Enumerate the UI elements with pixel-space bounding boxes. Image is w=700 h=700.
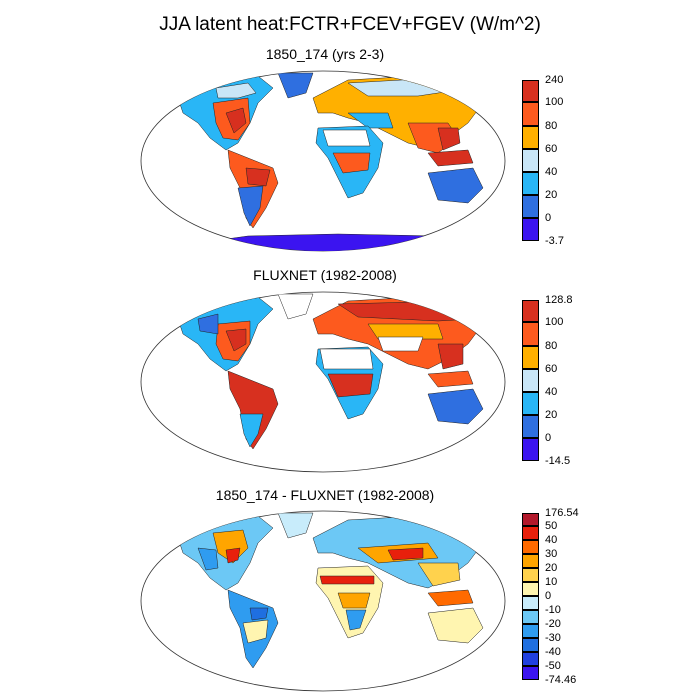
cb-box-0 xyxy=(522,80,539,102)
world-map xyxy=(140,510,506,692)
cb-box-0 xyxy=(522,513,539,526)
panel-title: FLUXNET (1982-2008) xyxy=(253,267,397,283)
cb-label: 60 xyxy=(545,363,558,375)
cb-label: -74.46 xyxy=(545,674,577,686)
cb-label: 40 xyxy=(545,386,558,398)
cb-box-5 xyxy=(522,195,539,218)
cb-box-1 xyxy=(522,322,539,346)
cb-label: 20 xyxy=(545,409,558,421)
cb-label: 0 xyxy=(545,590,552,602)
cb-box-3 xyxy=(522,149,539,172)
cb-label: 128.8 xyxy=(545,294,573,306)
cb-box-4 xyxy=(522,568,539,582)
cb-box-2 xyxy=(522,540,539,554)
cb-label: 40 xyxy=(545,534,558,546)
cb-label: 100 xyxy=(545,96,564,108)
cb-box-6 xyxy=(522,596,539,610)
cb-box-4 xyxy=(522,392,539,415)
cb-label: -30 xyxy=(545,632,561,644)
cb-label: 80 xyxy=(545,340,558,352)
cb-label: -20 xyxy=(545,618,561,630)
cb-box-6 xyxy=(522,218,539,241)
cb-box-7 xyxy=(522,610,539,624)
land-australia xyxy=(427,167,484,204)
cb-box-1 xyxy=(522,526,539,540)
cb-label: -40 xyxy=(545,646,561,658)
cb-box-5 xyxy=(522,582,539,596)
cb-label: 30 xyxy=(545,548,558,560)
cb-box-9 xyxy=(522,638,539,652)
cb-box-10 xyxy=(522,652,539,666)
cb-label: 100 xyxy=(545,316,564,328)
cb-box-0 xyxy=(522,300,539,322)
cb-box-2 xyxy=(522,346,539,369)
cb-box-3 xyxy=(522,369,539,392)
cb-box-1 xyxy=(522,102,539,126)
world-map xyxy=(140,70,506,252)
cb-label: 0 xyxy=(545,212,552,224)
cb-label: 60 xyxy=(545,143,558,155)
cb-label: -14.5 xyxy=(545,455,571,467)
panel-title: 1850_174 (yrs 2-3) xyxy=(265,46,385,62)
cb-box-4 xyxy=(522,172,539,195)
cb-label: 80 xyxy=(545,120,558,132)
figure-title: JJA latent heat:FCTR+FCEV+FGEV (W/m^2) xyxy=(159,14,541,35)
cb-label: -10 xyxy=(545,604,561,616)
cb-label: 40 xyxy=(545,166,558,178)
panel-title: 1850_174 - FLUXNET (1982-2008) xyxy=(215,487,435,503)
cb-label: 50 xyxy=(545,520,558,532)
cb-label: 20 xyxy=(545,189,558,201)
cb-label: 10 xyxy=(545,576,558,588)
cb-label: -3.7 xyxy=(545,235,564,247)
cb-label: 0 xyxy=(545,432,552,444)
cb-label: 176.54 xyxy=(545,507,579,519)
cb-label: 240 xyxy=(545,74,564,86)
cb-label: -50 xyxy=(545,660,561,672)
cb-box-2 xyxy=(522,126,539,149)
cb-box-6 xyxy=(522,438,539,461)
cb-label: 20 xyxy=(545,562,558,574)
cb-box-3 xyxy=(522,554,539,568)
cb-box-5 xyxy=(522,415,539,438)
cb-box-11 xyxy=(522,666,539,680)
world-map xyxy=(140,291,506,473)
cb-box-8 xyxy=(522,624,539,638)
